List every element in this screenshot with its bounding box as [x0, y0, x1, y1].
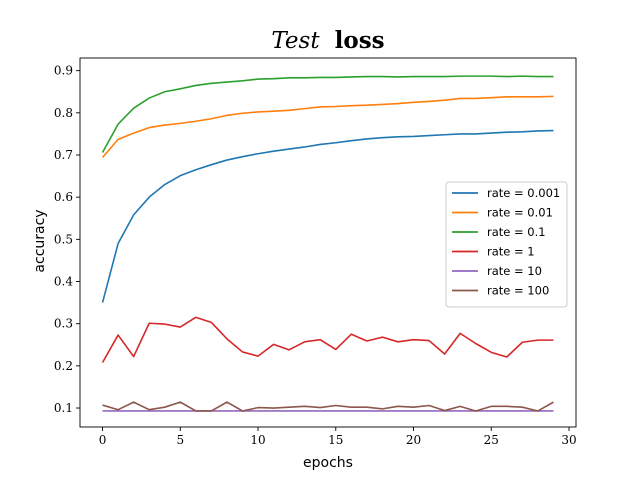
legend-label-2: rate = 0.1: [487, 225, 546, 239]
series-line-5: [102, 401, 554, 412]
x-tick-label: 15: [328, 433, 343, 447]
y-tick-label: 0.7: [54, 148, 73, 162]
y-tick-label: 0.5: [54, 232, 73, 246]
y-tick-label: 0.1: [54, 401, 73, 415]
plot-frame: [79, 57, 577, 428]
y-axis-label: accuracy: [32, 209, 48, 272]
legend-label-5: rate = 100: [487, 284, 549, 298]
x-tick-label: 0: [99, 433, 107, 447]
chart-title-bold: loss: [335, 27, 385, 54]
plot-lines: [101, 75, 554, 412]
y-tick-label: 0.3: [54, 317, 73, 331]
x-tick-label: 20: [406, 433, 421, 447]
chart-title-italic: Test: [271, 28, 320, 54]
x-tick-label: 5: [176, 433, 184, 447]
series-line-3: [101, 316, 554, 363]
legend-label-3: rate = 1: [487, 245, 535, 259]
x-tick-label: 30: [561, 433, 576, 447]
y-tick-label: 0.4: [54, 275, 73, 289]
legend: rate = 0.001 rate = 0.01 rate = 0.1 rate = …: [445, 181, 568, 308]
x-axis-label: epochs: [303, 455, 353, 471]
legend-label-4: rate = 10: [487, 264, 542, 278]
y-tick-label: 0.9: [54, 64, 73, 78]
series-line-2: [101, 75, 554, 153]
series-line-0: [101, 129, 554, 303]
x-tick-label: 25: [484, 433, 499, 447]
x-tick-label: 10: [250, 433, 265, 447]
series-line-1: [101, 95, 554, 159]
y-tick-label: 0.6: [54, 190, 73, 204]
axes: 0 5 10 15 20 25 30 0.1 0.2 0.3 0.4 0.5 0.6 0.7 0.8 0.9: [54, 57, 577, 447]
y-tick-label: 0.2: [54, 359, 73, 373]
chart-title: Test loss: [271, 27, 384, 54]
legend-label-0: rate = 0.001: [487, 186, 560, 200]
legend-label-1: rate = 0.01: [487, 206, 553, 220]
y-tick-label: 0.8: [54, 106, 73, 120]
